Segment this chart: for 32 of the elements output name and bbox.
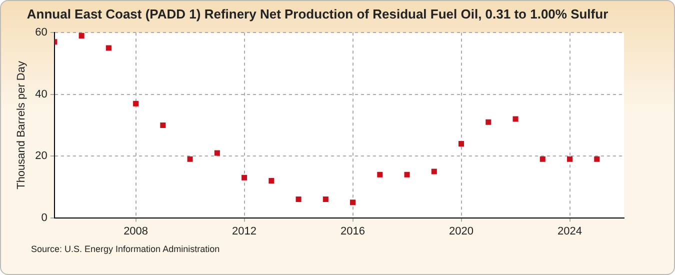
point [242,174,248,180]
x-tick-label: 2016 [340,225,366,238]
x-tick-label: 2020 [449,225,474,238]
y-tick-label: 40 [35,88,48,100]
y-tick-label: 60 [35,26,48,39]
point [404,172,410,178]
point [431,168,437,174]
x-tick-label: 2008 [124,225,148,238]
point [214,150,220,156]
point [187,156,193,162]
point [512,116,518,122]
source-note: Source: U.S. Energy Information Administration [31,244,220,254]
point [377,172,383,178]
y-tick-label: 0 [41,212,48,224]
point [540,156,546,162]
point [78,32,84,38]
point [133,100,139,106]
chart-title: Annual East Coast (PADD 1) Refinery Net Production of Residual Fuel Oil, 0.31 to 1.00% Sulfur [26,6,608,22]
point [566,156,573,162]
point [322,196,328,202]
point [160,122,166,128]
y-axis-title: Thousand Barrels per Day [16,60,28,190]
point [350,200,356,206]
point [268,178,274,184]
point [594,156,600,162]
point [486,119,492,125]
y-tick-label: 20 [35,150,48,162]
point [458,140,464,146]
x-tick-label: 2012 [232,225,257,238]
x-tick-label: 2024 [558,225,582,238]
point [296,196,302,202]
point [106,45,112,51]
